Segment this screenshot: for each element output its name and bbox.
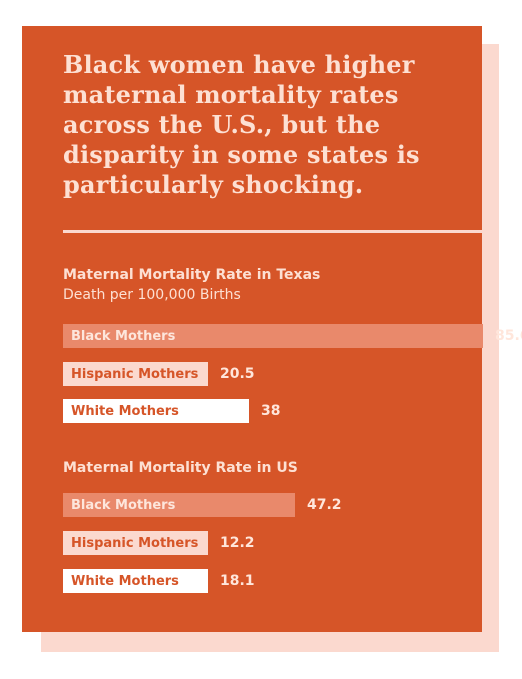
value-label-black-mothers-1: 47.2 (307, 497, 342, 513)
value-label-black-mothers-0: 85.6 (495, 328, 522, 344)
value-label-hispanic-mothers-0: 20.5 (220, 366, 255, 382)
infographic-card: Black women have higher maternal mortali… (22, 26, 522, 632)
bar-black-mothers-1: Black Mothers (63, 493, 295, 517)
chart-title-us: Maternal Mortality Rate in US (63, 460, 298, 476)
value-label-white-mothers-1: 18.1 (220, 573, 255, 589)
bar-hispanic-mothers-1: Hispanic Mothers (63, 531, 208, 555)
value-label-white-mothers-0: 38 (261, 403, 281, 419)
bar-black-mothers-0: Black Mothers (63, 324, 483, 348)
bar-hispanic-mothers-0: Hispanic Mothers (63, 362, 208, 386)
bar-white-mothers-0: White Mothers (63, 399, 249, 423)
headline: Black women have higher maternal mortali… (63, 50, 420, 199)
divider (63, 230, 482, 233)
chart-subtitle-texas: Death per 100,000 Births (63, 287, 241, 303)
value-label-hispanic-mothers-1: 12.2 (220, 535, 255, 551)
chart-title-texas: Maternal Mortality Rate in Texas (63, 267, 321, 283)
bar-white-mothers-1: White Mothers (63, 569, 208, 593)
